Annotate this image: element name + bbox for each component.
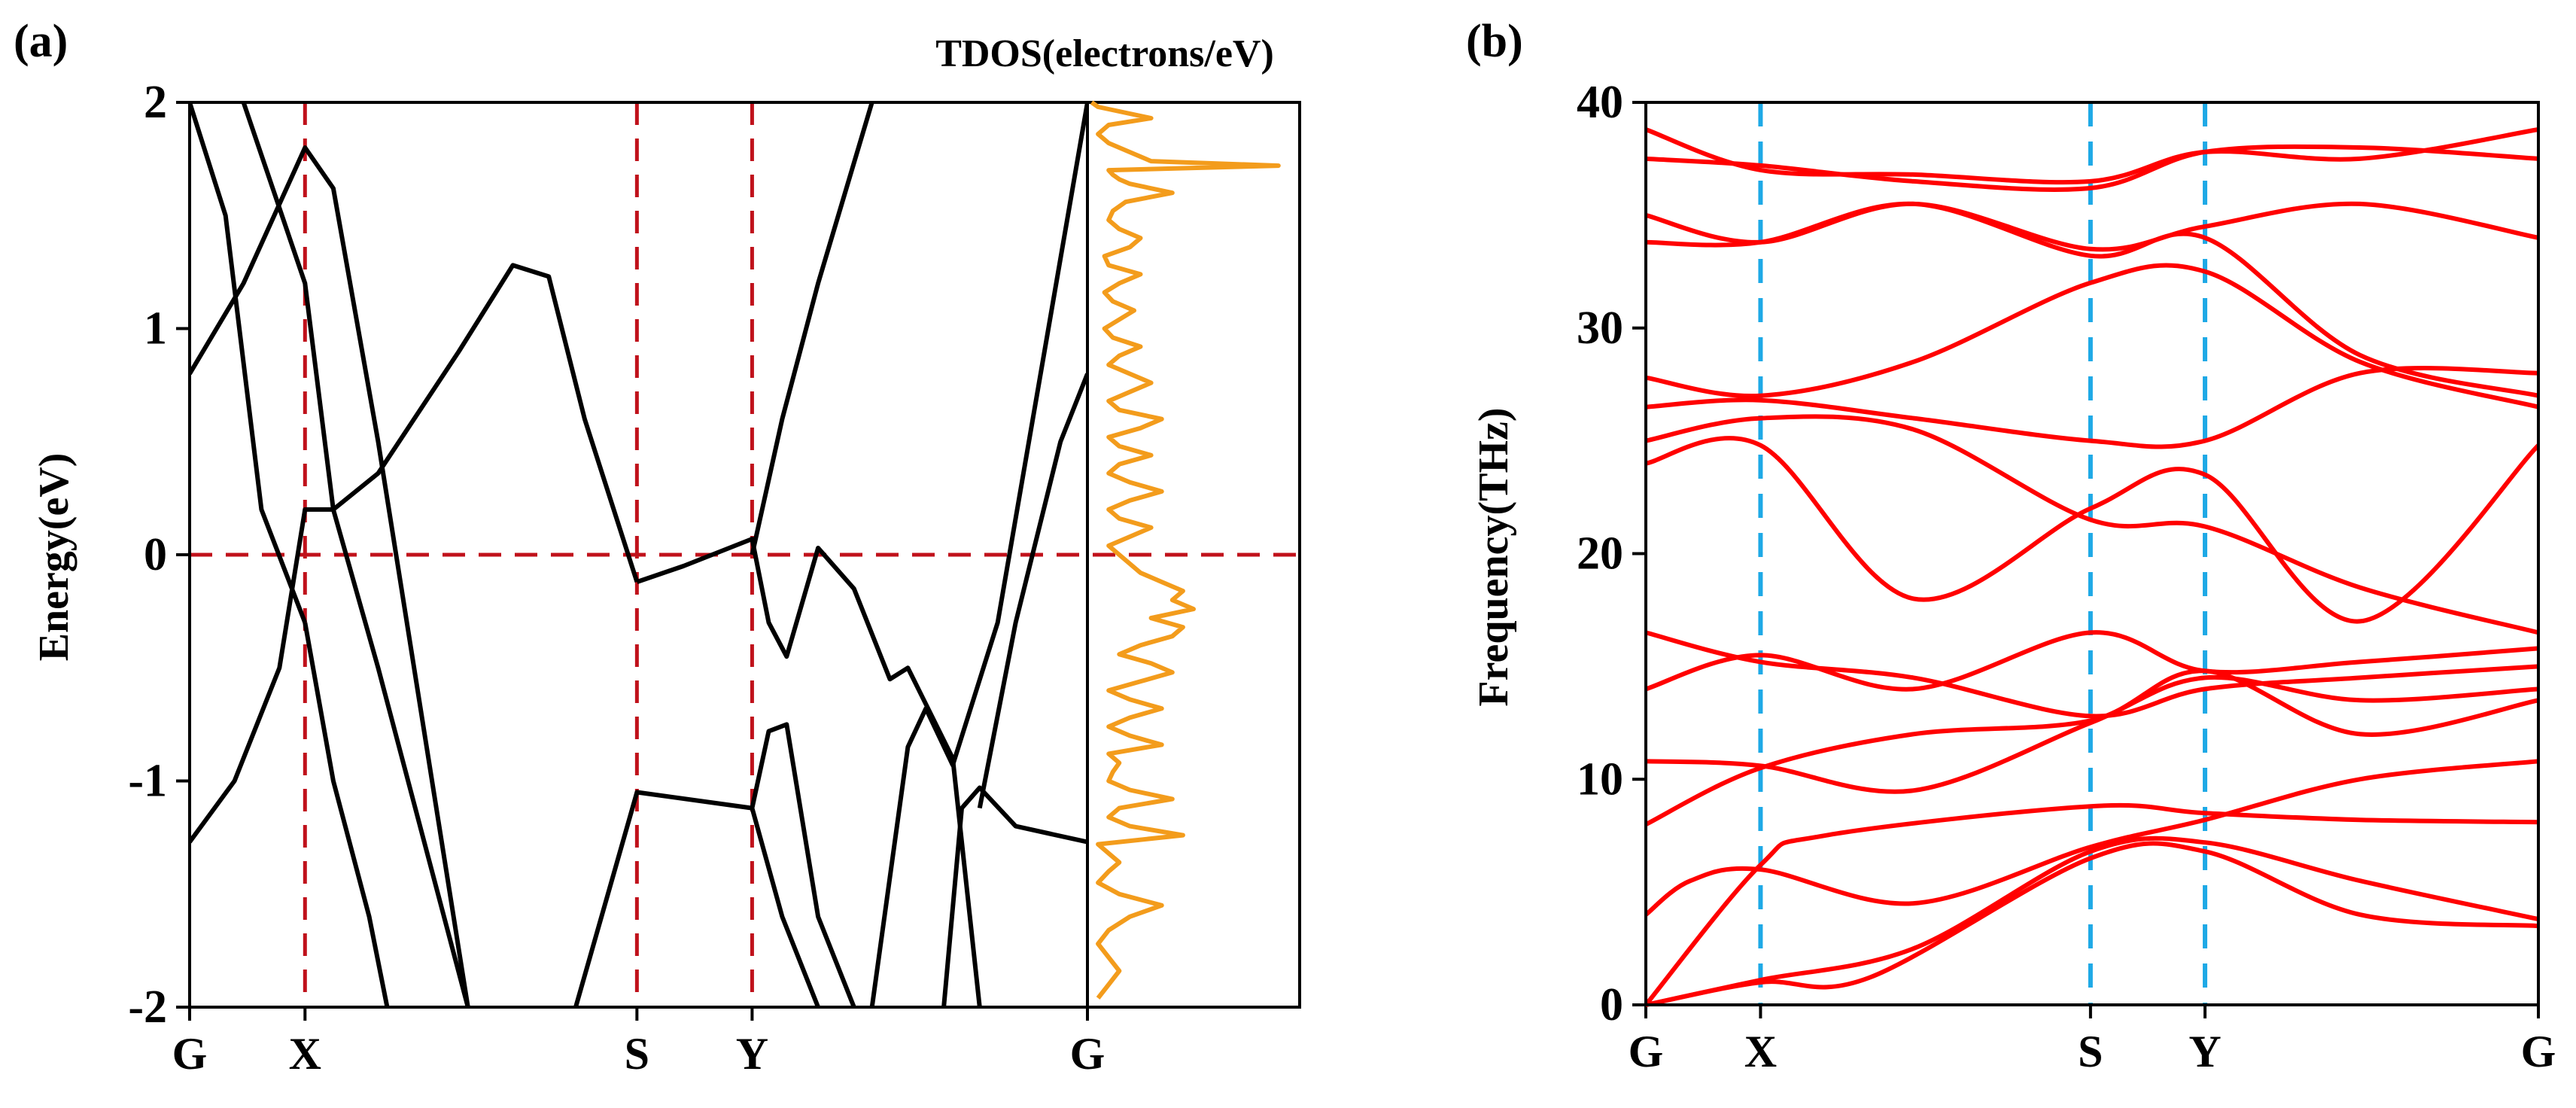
energy-ticks: 2 1 0 -1 -2 [128,77,190,1033]
frequency-tick-label: 20 [1577,528,1623,580]
band-kpoint-label: G [1070,1029,1106,1079]
band-line [190,263,640,844]
phonon-mode-line [1645,263,2539,409]
phonon-guides [1758,102,2208,1005]
phonon-mode-line [1645,414,2539,635]
frequency-tick-label: 30 [1577,303,1623,354]
frequency-tick-label: 40 [1577,77,1623,128]
panel-b-label: (b) [1466,16,1523,67]
frequency-tick-label: 10 [1577,753,1623,805]
band-line [190,102,308,624]
energy-tick-label: -2 [128,982,167,1033]
energy-axis-title: Energy(eV) [31,453,78,662]
phonon-lines [1644,127,2541,1007]
band-line [636,537,982,1007]
phonon-mode-line [1645,841,2539,1007]
band-kpoint-label: Y [736,1029,768,1079]
phonon-kpoint-label: X [1744,1027,1777,1076]
frequency-tick-label: 0 [1600,979,1623,1030]
energy-tick-label: 1 [144,303,167,355]
phonon-mode-line [1645,144,2539,192]
band-kpoint-label: S [625,1029,649,1079]
phonon-kpoint-label: G [1629,1027,1664,1076]
band-line [977,373,1087,809]
band-line [573,790,753,1007]
phonon-kpoint-label: S [2078,1027,2103,1076]
phonon-mode-line [1645,201,2539,252]
frequency-ticks: 40 30 20 10 0 [1577,77,1646,1030]
band-line [750,722,856,1007]
band-line [941,785,1087,1007]
phonon-mode-line [1644,802,2539,1006]
phonon-mode-line [1644,127,2539,185]
phonon-kpoint-label: Y [2188,1027,2221,1076]
band-line [869,102,1087,1007]
band-line [241,102,470,1007]
energy-tick-label: 0 [144,529,167,580]
dos-curve [1090,100,1281,1000]
phonon-mode-line [1645,366,2539,449]
band-line [303,622,390,1007]
band-line [750,807,820,1007]
phonon-mode-line [1645,630,2539,692]
phonon-mode-line [1644,759,2539,917]
energy-tick-label: 2 [144,77,167,128]
dos-title: TDOS(electrons/eV) [935,32,1274,75]
band-line [750,102,874,556]
band-kpoint-label: G [172,1029,208,1079]
phonon-mode-line [1645,630,2539,719]
dos-curve-group [1090,100,1281,1000]
phonon-mode-line [1645,436,2541,624]
frequency-axis-title: Frequency(THz) [1470,407,1517,706]
dos-plot-frame [1086,101,1301,1009]
phonon-kpoint-label: G [2521,1027,2556,1076]
phonon-mode-line [1645,836,2539,1007]
energy-tick-label: -1 [128,756,167,807]
band-kpoint-label: X [289,1029,321,1079]
panel-a-label: (a) [14,16,68,67]
band-lines [190,102,1087,1007]
phonon-plot-frame [1644,101,2540,1006]
phonon-mode-line [1645,674,2539,794]
